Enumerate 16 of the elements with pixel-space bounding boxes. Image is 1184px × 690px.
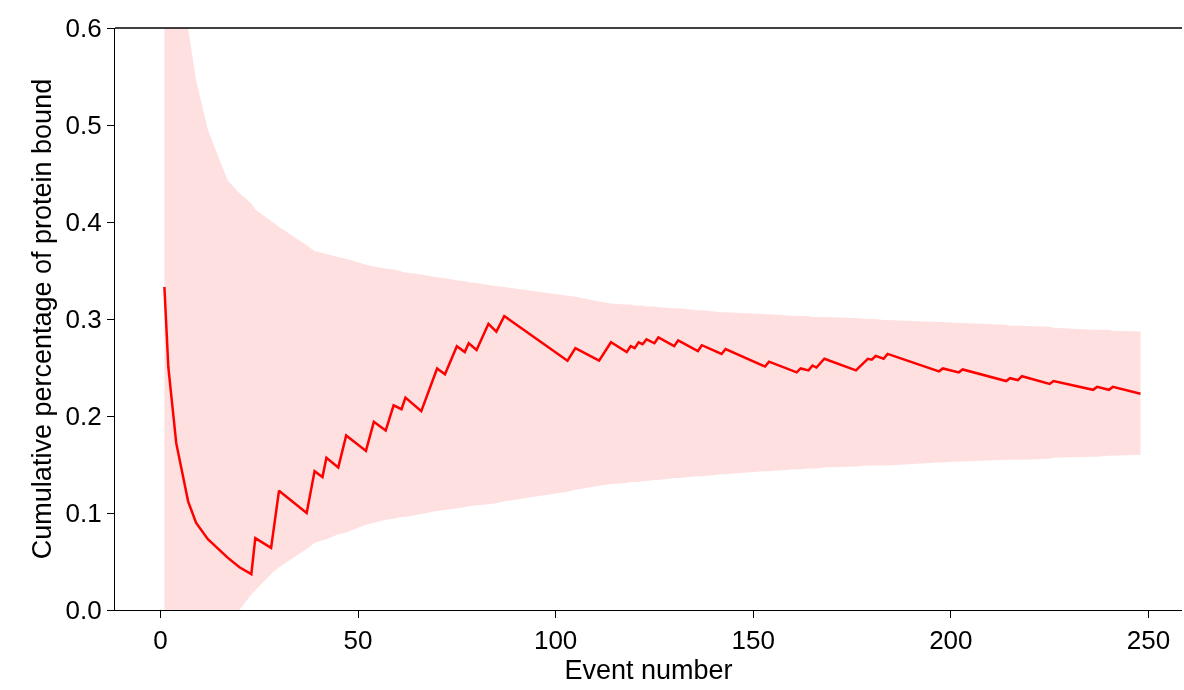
- y-tick-label: 0.4: [65, 207, 102, 238]
- y-tick-label: 0.2: [65, 401, 102, 432]
- line-series: [163, 285, 1142, 576]
- x-axis-title: Event number: [564, 655, 733, 686]
- y-tick-label: 0.6: [65, 13, 102, 44]
- y-tick-label: 0.3: [65, 304, 102, 335]
- x-tick-label: 100: [533, 625, 578, 656]
- y-tick-label: 0.0: [65, 595, 102, 626]
- y-axis-title: Cumulative percentage of protein bound: [26, 78, 57, 560]
- x-tick-label: 200: [929, 625, 973, 656]
- y-tick-label: 0.5: [65, 110, 102, 141]
- x-tick-label: 150: [731, 625, 775, 656]
- y-tick-label: 0.1: [65, 498, 102, 529]
- x-tick-label: 250: [1126, 625, 1171, 656]
- x-tick-label: 0: [153, 625, 168, 656]
- x-tick-label: 50: [343, 625, 373, 656]
